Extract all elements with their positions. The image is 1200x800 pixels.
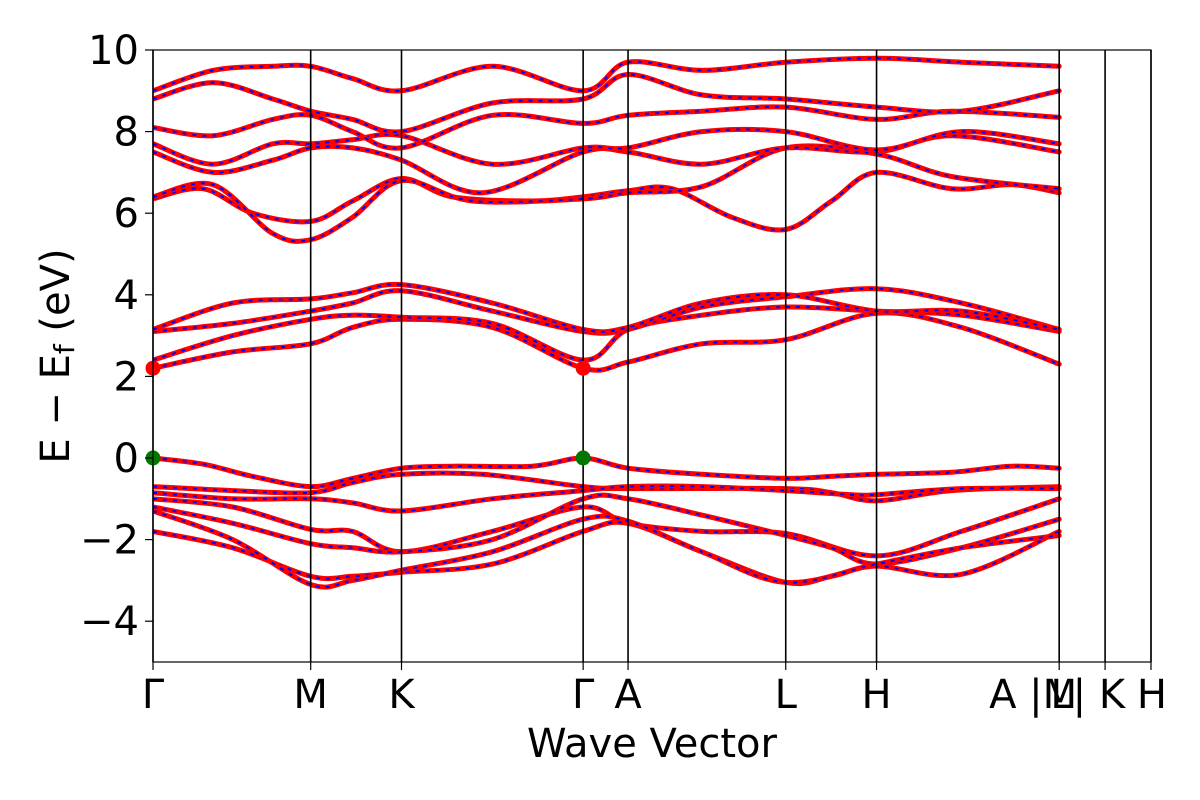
band-line-15	[153, 126, 1062, 167]
band-line-12	[153, 169, 1062, 233]
x-tick-label-1: Γ	[142, 672, 165, 718]
band-line-7-overlay	[153, 510, 1060, 589]
band-line-2-overlay	[153, 472, 1060, 502]
y-tick-label-1: −4	[80, 599, 139, 645]
plot-frame	[152, 49, 1152, 663]
x-tick-label-10: H	[1137, 672, 1167, 718]
x-tick-label-4: Γ	[572, 672, 595, 718]
band-lines	[153, 55, 1062, 590]
x-tick-label-5: A	[614, 672, 642, 718]
x-tick-label-3: K	[388, 672, 416, 718]
y-axis-label-subscript: f	[48, 343, 81, 354]
band-line-1-overlay	[153, 456, 1060, 488]
y-axis-ticks: −4 −2 0 2 4 6 8 10	[80, 28, 153, 645]
y-axis-label-unit: (eV)	[33, 248, 79, 344]
y-axis-label: E − Ef (eV)	[33, 248, 81, 463]
x-tick-label-2: M	[293, 672, 328, 718]
special-point-markers	[145, 360, 591, 466]
y-tick-label-3: 0	[114, 436, 139, 482]
x-tick-label-7: H	[862, 672, 892, 718]
vbm-marker-2	[575, 450, 591, 466]
band-line-3	[153, 483, 1062, 514]
x-tick-label-8: A |M	[989, 672, 1077, 718]
y-tick-label-8: 10	[88, 28, 139, 74]
y-tick-label-2: −2	[80, 518, 139, 564]
y-tick-label-6: 6	[114, 191, 139, 237]
x-axis-label: Wave Vector	[527, 721, 778, 767]
band-line-17-overlay	[153, 73, 1060, 133]
x-tick-label-6: L	[775, 672, 798, 718]
cbm-marker-2	[575, 360, 591, 376]
y-axis-label-main: E − E	[33, 354, 79, 464]
y-tick-label-7: 8	[114, 110, 139, 156]
band-line-1	[153, 455, 1062, 490]
y-tick-label-5: 4	[114, 273, 139, 319]
band-line-4	[153, 496, 1062, 559]
band-line-3-overlay	[153, 485, 1060, 513]
x-tick-label-9: L| K	[1050, 672, 1126, 718]
band-line-12-overlay	[153, 171, 1060, 232]
y-tick-label-4: 2	[114, 354, 139, 400]
